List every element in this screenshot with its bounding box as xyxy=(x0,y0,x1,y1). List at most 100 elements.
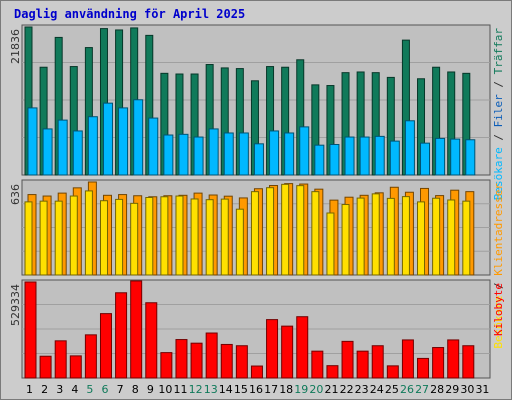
x-tick-label-13: 13 xyxy=(204,383,218,396)
bar-top-besökare-25 xyxy=(389,140,400,176)
bar-bottom-kilobyte-28 xyxy=(432,347,445,379)
bar-bottom-kilobyte-21 xyxy=(326,365,339,379)
bar-top-besökare-28 xyxy=(435,137,446,176)
bar-bottom-kilobyte-18 xyxy=(281,325,294,379)
x-tick-label-9: 9 xyxy=(147,383,154,396)
bar-middle-besökare-13 xyxy=(205,199,214,276)
bar-bottom-kilobyte-4 xyxy=(69,355,82,379)
x-tick-label-14: 14 xyxy=(219,383,233,396)
bar-middle-besökare-20 xyxy=(311,191,320,276)
bar-top-besökare-23 xyxy=(359,136,370,176)
legend-separator: / xyxy=(492,127,505,147)
bar-bottom-kilobyte-25 xyxy=(386,365,399,379)
bar-middle-besökare-27 xyxy=(417,201,426,276)
bar-bottom-kilobyte-20 xyxy=(311,350,324,379)
x-tick-label-4: 4 xyxy=(71,383,78,396)
bar-bottom-kilobyte-19 xyxy=(296,316,309,379)
x-tick-label-22: 22 xyxy=(340,383,354,396)
bar-top-besökare-29 xyxy=(450,138,461,176)
x-tick-label-17: 17 xyxy=(264,383,278,396)
bar-top-besökare-6 xyxy=(102,102,113,176)
bar-middle-besökare-1 xyxy=(24,201,33,276)
bar-bottom-kilobyte-11 xyxy=(175,339,188,379)
x-tick-label-24: 24 xyxy=(370,383,384,396)
bar-middle-besökare-22 xyxy=(341,204,350,276)
bar-top-besökare-26 xyxy=(404,120,415,176)
x-tick-label-29: 29 xyxy=(445,383,459,396)
bar-bottom-kilobyte-23 xyxy=(356,350,369,379)
bar-middle-besökare-10 xyxy=(160,196,169,276)
x-tick-label-5: 5 xyxy=(86,383,93,396)
bar-middle-besökare-17 xyxy=(266,187,275,276)
bar-middle-besökare-14 xyxy=(220,198,229,276)
x-tick-label-2: 2 xyxy=(41,383,48,396)
x-tick-label-6: 6 xyxy=(102,383,109,396)
bar-top-besökare-3 xyxy=(57,119,68,176)
bar-bottom-kilobyte-10 xyxy=(160,352,173,379)
bar-middle-besökare-4 xyxy=(69,195,78,276)
bar-middle-besökare-24 xyxy=(371,193,380,276)
bar-middle-besökare-18 xyxy=(281,183,290,276)
bar-middle-besökare-21 xyxy=(326,212,335,276)
bar-middle-besökare-5 xyxy=(84,190,93,276)
bar-top-besökare-24 xyxy=(374,135,385,176)
x-tick-label-16: 16 xyxy=(249,383,263,396)
bar-top-besökare-27 xyxy=(420,142,431,176)
bar-bottom-kilobyte-27 xyxy=(417,357,430,379)
bar-bottom-kilobyte-22 xyxy=(341,340,354,379)
bar-bottom-kilobyte-7 xyxy=(115,292,128,379)
bar-top-besökare-2 xyxy=(42,128,53,176)
x-tick-label-23: 23 xyxy=(355,383,369,396)
x-tick-label-30: 30 xyxy=(460,383,474,396)
bar-middle-besökare-25 xyxy=(386,197,395,276)
bar-top-besökare-11 xyxy=(178,133,189,176)
legend-item-träffar: Träffar xyxy=(492,28,505,75)
bar-bottom-kilobyte-15 xyxy=(235,345,248,379)
bar-bottom-kilobyte-8 xyxy=(130,280,143,379)
x-tick-label-11: 11 xyxy=(174,383,188,396)
legend-middle: Besökare / Klientadresser xyxy=(492,183,505,349)
bar-middle-besökare-2 xyxy=(39,200,48,276)
y-max-label-top: 21836 xyxy=(9,29,22,64)
bar-middle-besökare-11 xyxy=(175,195,184,276)
x-tick-label-18: 18 xyxy=(279,383,293,396)
legend-item-besökare: Besökare xyxy=(492,147,505,200)
bar-bottom-kilobyte-6 xyxy=(99,313,112,379)
bar-middle-besökare-9 xyxy=(145,197,154,276)
chart-title: Daglig användning för April 2025 xyxy=(14,7,246,21)
bar-top-besökare-19 xyxy=(299,126,310,176)
x-tick-label-15: 15 xyxy=(234,383,248,396)
bar-middle-besökare-16 xyxy=(250,191,259,276)
x-tick-label-7: 7 xyxy=(117,383,124,396)
bar-middle-besökare-15 xyxy=(235,208,244,276)
legend-item-filer: Filer xyxy=(492,94,505,127)
y-max-label-bottom: 529334 xyxy=(9,284,22,326)
x-tick-label-31: 31 xyxy=(475,383,489,396)
legend-bottom: Kilobyte xyxy=(492,283,505,336)
bar-bottom-kilobyte-30 xyxy=(462,345,475,379)
bar-bottom-kilobyte-9 xyxy=(145,302,158,379)
x-tick-label-8: 8 xyxy=(132,383,139,396)
bar-top-besökare-4 xyxy=(72,130,83,176)
legend-item-klientadresser: Klientadresser xyxy=(492,183,505,276)
bar-top-besökare-7 xyxy=(118,107,129,176)
bar-top-besökare-1 xyxy=(27,107,38,176)
bar-bottom-kilobyte-14 xyxy=(220,343,233,379)
x-tick-label-20: 20 xyxy=(309,383,323,396)
x-tick-label-3: 3 xyxy=(56,383,63,396)
x-tick-label-10: 10 xyxy=(158,383,172,396)
bar-middle-besökare-8 xyxy=(130,202,139,276)
legend-separator: / xyxy=(492,74,505,94)
x-tick-label-25: 25 xyxy=(385,383,399,396)
bar-middle-besökare-3 xyxy=(54,200,63,276)
legend-item-besökare: Besökare xyxy=(492,296,505,349)
bar-bottom-kilobyte-5 xyxy=(84,334,97,379)
bar-bottom-kilobyte-12 xyxy=(190,342,203,379)
x-tick-label-27: 27 xyxy=(415,383,429,396)
bar-bottom-kilobyte-3 xyxy=(54,340,67,379)
x-tick-label-21: 21 xyxy=(324,383,338,396)
bar-top-besökare-10 xyxy=(163,134,174,176)
bar-top-besökare-9 xyxy=(148,117,159,176)
bar-middle-besökare-30 xyxy=(462,200,471,276)
